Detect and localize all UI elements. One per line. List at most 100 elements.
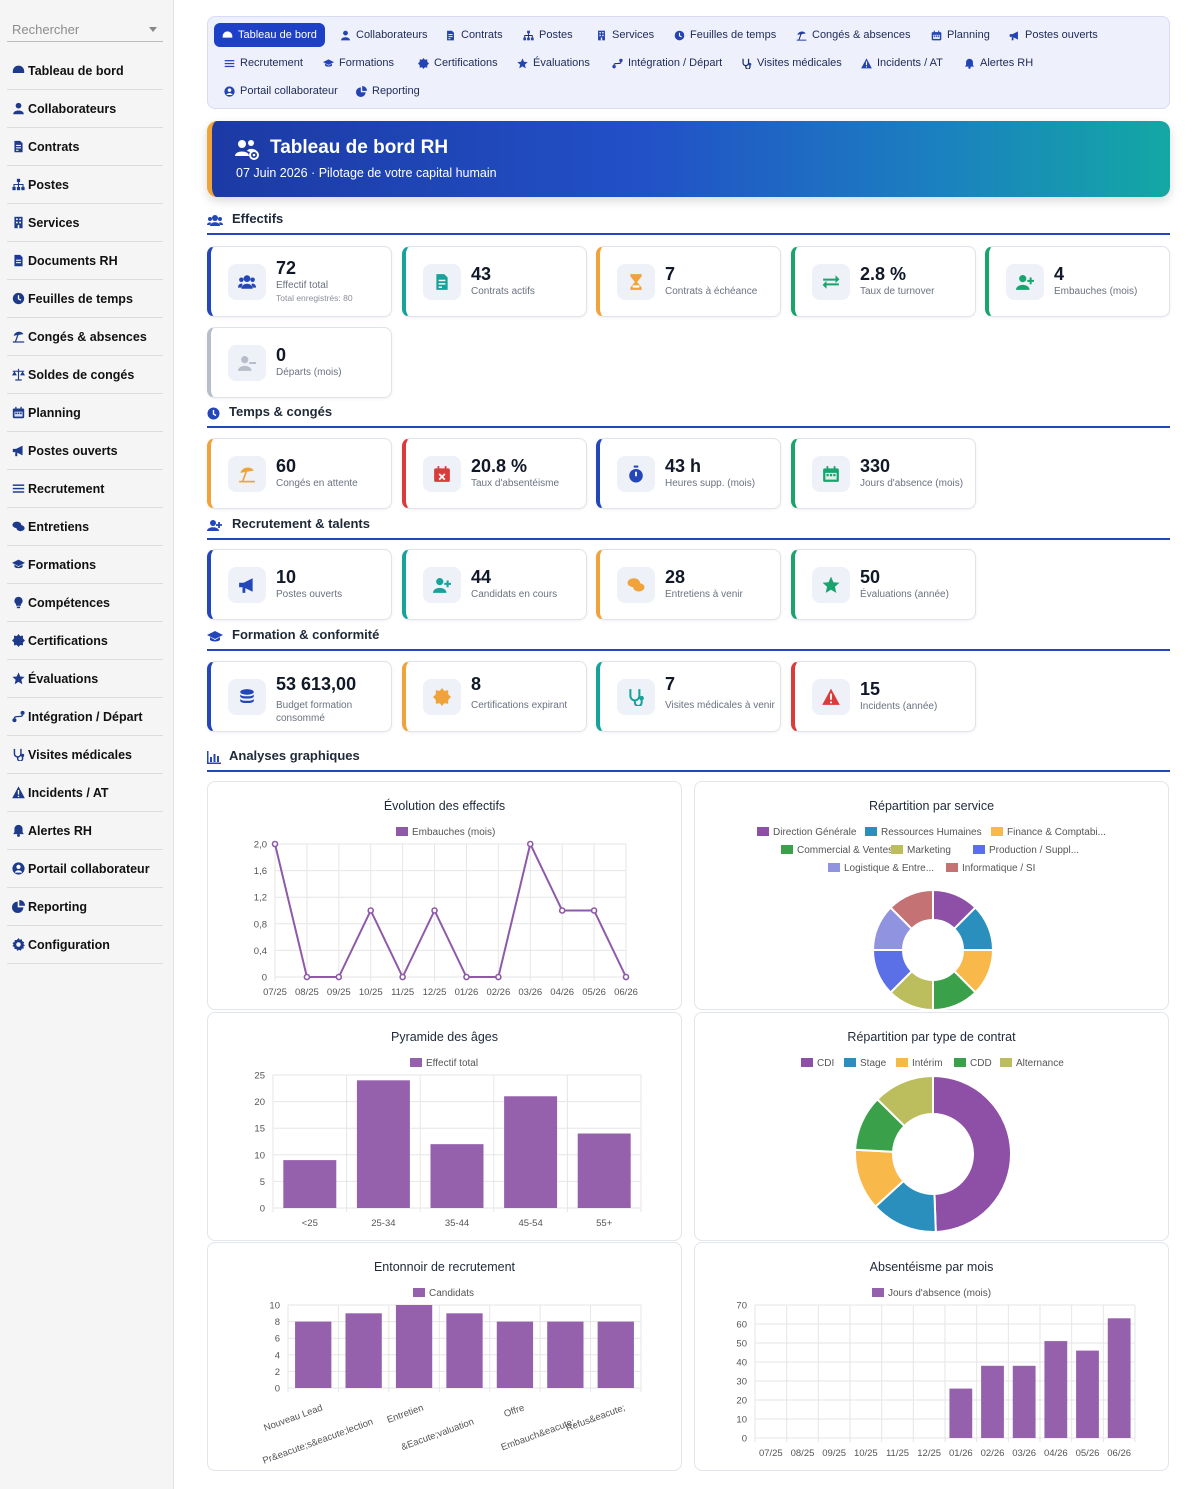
sidebar-item-7[interactable]: Feuilles de temps bbox=[7, 280, 163, 318]
kpi-card-formation-1[interactable]: 53 613,00 Budget formation consommé bbox=[207, 661, 392, 732]
bar[interactable] bbox=[1012, 1365, 1036, 1438]
bar[interactable] bbox=[577, 1133, 631, 1208]
sidebar-item-14[interactable]: Formations bbox=[7, 546, 163, 584]
tab-16[interactable]: Incidents / AT bbox=[853, 51, 951, 75]
bar[interactable] bbox=[547, 1321, 584, 1388]
sidebar-item-15[interactable]: Compétences bbox=[7, 584, 163, 622]
kpi-card-effectifs-1[interactable]: 72 Effectif total Total enregistrés: 80 bbox=[207, 246, 392, 317]
data-point[interactable] bbox=[463, 973, 470, 981]
bar[interactable] bbox=[1044, 1341, 1068, 1438]
bar[interactable] bbox=[356, 1080, 410, 1208]
data-point[interactable] bbox=[558, 907, 566, 914]
sidebar-item-6[interactable]: Documents RH bbox=[7, 242, 163, 280]
data-point[interactable] bbox=[399, 973, 406, 981]
bar[interactable] bbox=[1076, 1350, 1099, 1438]
tab-8[interactable]: Planning bbox=[923, 23, 998, 47]
sidebar-item-11[interactable]: Postes ouverts bbox=[7, 432, 163, 470]
tab-13[interactable]: Évaluations bbox=[509, 51, 598, 75]
sidebar-item-18[interactable]: Intégration / Départ bbox=[7, 698, 163, 736]
pie-slice[interactable] bbox=[932, 1074, 1012, 1233]
bar[interactable] bbox=[981, 1365, 1004, 1438]
data-point[interactable] bbox=[335, 973, 343, 981]
tab-17[interactable]: Alertes RH bbox=[956, 51, 1041, 75]
pie-slice[interactable] bbox=[889, 888, 934, 931]
tab-11[interactable]: Formations bbox=[315, 51, 402, 75]
sidebar-item-22[interactable]: Portail collaborateur bbox=[7, 850, 163, 888]
data-point[interactable] bbox=[431, 907, 438, 914]
kpi-card-effectifs-3[interactable]: 7 Contrats à échéance bbox=[596, 246, 781, 317]
sidebar-item-12[interactable]: Recrutement bbox=[7, 470, 163, 508]
kpi-card-temps-2[interactable]: 20.8 % Taux d'absentéisme bbox=[402, 438, 587, 509]
search-input[interactable]: Rechercher bbox=[7, 18, 163, 42]
tab-5[interactable]: Services bbox=[588, 23, 662, 47]
sidebar-item-4[interactable]: Postes bbox=[7, 166, 163, 204]
tab-14[interactable]: Intégration / Départ bbox=[604, 51, 730, 75]
bar[interactable] bbox=[430, 1144, 484, 1208]
kpi-card-recrutement-2[interactable]: 44 Candidats en cours bbox=[402, 549, 587, 620]
data-point[interactable] bbox=[622, 973, 630, 981]
users-icon bbox=[207, 215, 223, 226]
kpi-card-temps-1[interactable]: 60 Congés en attente bbox=[207, 438, 392, 509]
sidebar-item-23[interactable]: Reporting bbox=[7, 888, 163, 926]
tab-10[interactable]: Recrutement bbox=[216, 51, 311, 75]
bar[interactable] bbox=[1107, 1318, 1131, 1438]
legend-label: Finance & Comptabi... bbox=[1007, 827, 1106, 838]
tab-1[interactable]: Tableau de bord bbox=[214, 23, 325, 47]
bar[interactable] bbox=[504, 1096, 558, 1208]
sidebar-item-8[interactable]: Congés & absences bbox=[7, 318, 163, 356]
tab-3[interactable]: Contrats bbox=[437, 23, 511, 47]
data-point[interactable] bbox=[495, 973, 502, 981]
tab-7[interactable]: Congés & absences bbox=[788, 23, 918, 47]
kpi-card-temps-4[interactable]: 330 Jours d'absence (mois) bbox=[791, 438, 976, 509]
kpi-card-effectifs-6[interactable]: 0 Départs (mois) bbox=[207, 327, 392, 398]
user-plus-icon bbox=[1016, 275, 1034, 290]
kpi-card-formation-2[interactable]: 8 Certifications expirant bbox=[402, 661, 587, 732]
kpi-card-recrutement-1[interactable]: 10 Postes ouverts bbox=[207, 549, 392, 620]
sidebar-item-10[interactable]: Planning bbox=[7, 394, 163, 432]
data-point[interactable] bbox=[303, 973, 311, 981]
kpi-card-formation-4[interactable]: 15 Incidents (année) bbox=[791, 661, 976, 732]
tab-9[interactable]: Postes ouverts bbox=[1001, 23, 1106, 47]
kpi-card-formation-3[interactable]: 7 Visites médicales à venir bbox=[596, 661, 781, 732]
pie-slice[interactable] bbox=[875, 1074, 934, 1128]
kpi-card-effectifs-5[interactable]: 4 Embauches (mois) bbox=[985, 246, 1170, 317]
bar[interactable] bbox=[283, 1160, 337, 1208]
sidebar-item-9[interactable]: Soldes de congés bbox=[7, 356, 163, 394]
sidebar-item-24[interactable]: Configuration bbox=[7, 926, 163, 964]
tab-2[interactable]: Collaborateurs bbox=[332, 23, 436, 47]
bar[interactable] bbox=[345, 1313, 382, 1388]
tab-6[interactable]: Feuilles de temps bbox=[666, 23, 784, 47]
tab-4[interactable]: Postes bbox=[515, 23, 581, 47]
tab-15[interactable]: Visites médicales bbox=[733, 51, 850, 75]
sidebar-item-13[interactable]: Entretiens bbox=[7, 508, 163, 546]
sidebar-item-21[interactable]: Alertes RH bbox=[7, 812, 163, 850]
sidebar-item-20[interactable]: Incidents / AT bbox=[7, 774, 163, 812]
bar[interactable] bbox=[295, 1321, 332, 1388]
tab-12[interactable]: Certifications bbox=[410, 51, 506, 75]
data-point[interactable] bbox=[271, 840, 279, 848]
data-point[interactable] bbox=[590, 907, 598, 914]
sidebar-item-2[interactable]: Collaborateurs bbox=[7, 90, 163, 128]
bar[interactable] bbox=[949, 1388, 973, 1438]
tab-18[interactable]: Portail collaborateur bbox=[216, 79, 346, 103]
kpi-card-recrutement-4[interactable]: 50 Évaluations (année) bbox=[791, 549, 976, 620]
kpi-card-effectifs-4[interactable]: 2.8 % Taux de turnover bbox=[791, 246, 976, 317]
data-point[interactable] bbox=[367, 907, 375, 914]
chevron-down-icon[interactable] bbox=[149, 27, 157, 32]
kpi-card-temps-3[interactable]: 43 h Heures supp. (mois) bbox=[596, 438, 781, 509]
kpi-card-effectifs-2[interactable]: 43 Contrats actifs bbox=[402, 246, 587, 317]
sidebar-item-19[interactable]: Visites médicales bbox=[7, 736, 163, 774]
tab-19[interactable]: Reporting bbox=[348, 79, 428, 103]
data-point[interactable] bbox=[526, 840, 534, 848]
bar[interactable] bbox=[597, 1321, 634, 1388]
sidebar-item-17[interactable]: Évaluations bbox=[7, 660, 163, 698]
legend-swatch bbox=[896, 1058, 908, 1067]
sidebar-item-1[interactable]: Tableau de bord bbox=[7, 52, 163, 90]
sidebar-item-16[interactable]: Certifications bbox=[7, 622, 163, 660]
sidebar-item-3[interactable]: Contrats bbox=[7, 128, 163, 166]
bar[interactable] bbox=[395, 1305, 433, 1388]
sidebar-item-5[interactable]: Services bbox=[7, 204, 163, 242]
bar[interactable] bbox=[496, 1321, 534, 1388]
kpi-card-recrutement-3[interactable]: 28 Entretiens à venir bbox=[596, 549, 781, 620]
bar[interactable] bbox=[446, 1313, 483, 1388]
